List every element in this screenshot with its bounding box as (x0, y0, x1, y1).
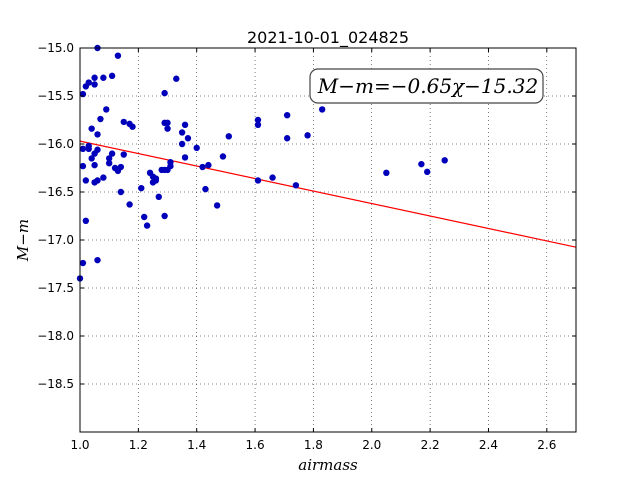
data-point (173, 75, 180, 82)
y-tick-label: −18.0 (37, 329, 74, 343)
x-axis-label: airmass (298, 456, 358, 474)
y-axis-label: M−m (14, 219, 32, 262)
data-point (129, 123, 136, 130)
y-tick-label: −15.0 (37, 41, 74, 55)
x-tick-label: 1.0 (70, 438, 89, 452)
data-point (424, 168, 431, 176)
data-point (143, 222, 151, 229)
data-point (85, 79, 92, 86)
data-point (91, 81, 98, 88)
data-point (181, 121, 189, 128)
x-tick-label: 2.0 (362, 438, 381, 452)
data-point (117, 188, 125, 196)
data-point (167, 162, 174, 170)
data-point (138, 184, 145, 192)
data-point (199, 163, 206, 171)
x-tick-label: 2.6 (537, 438, 556, 452)
data-point (117, 163, 125, 171)
data-point (418, 160, 425, 168)
data-point (114, 52, 122, 59)
data-point (269, 174, 276, 181)
data-point (94, 177, 101, 184)
data-point (126, 201, 133, 208)
x-tick-label: 1.6 (246, 438, 265, 452)
axis-ticks: 1.0 1.2 1.4 1.6 1.8 2.0 2.2 2.4 2.6 −15.0 −15.5 −16… (37, 41, 576, 452)
data-point (283, 135, 291, 142)
data-point (161, 212, 168, 220)
annotation-box (309, 68, 544, 104)
data-point (79, 145, 87, 152)
data-point (105, 155, 113, 162)
data-point (184, 135, 192, 142)
data-point (82, 177, 90, 184)
data-point (254, 177, 262, 184)
y-tick-label: −15.5 (37, 89, 74, 103)
data-point (205, 161, 212, 169)
data-point (164, 119, 171, 127)
data-point (304, 132, 311, 139)
data-point (161, 89, 168, 97)
data-point (100, 174, 107, 181)
data-point (94, 131, 101, 138)
data-point (193, 144, 200, 152)
chart-title: 2021-10-01_024825 (247, 28, 409, 48)
data-point (213, 202, 221, 209)
x-tick-label: 1.8 (304, 438, 323, 452)
data-point (318, 106, 326, 113)
data-point (181, 154, 189, 161)
fit-annotation: M−m=−0.65χ−15.32 (309, 68, 544, 104)
data-point (85, 145, 92, 152)
data-point (383, 169, 390, 176)
data-point (97, 115, 104, 123)
data-point (120, 151, 127, 158)
data-point (140, 213, 148, 221)
data-point (178, 129, 186, 136)
data-point (219, 153, 227, 160)
data-point (108, 150, 116, 157)
data-point (178, 140, 186, 148)
data-point (108, 72, 116, 80)
y-tick-label: −16.0 (37, 137, 74, 151)
data-point (254, 121, 262, 128)
fit-line (79, 140, 577, 248)
scatter-points (76, 44, 448, 282)
data-point (283, 112, 291, 119)
data-point (254, 116, 262, 124)
data-point (91, 74, 98, 81)
data-point (103, 106, 110, 113)
data-point (292, 182, 300, 189)
data-point (202, 185, 209, 193)
data-point (105, 160, 113, 167)
data-point (79, 259, 87, 267)
x-tick-label: 1.2 (129, 438, 148, 452)
data-point (88, 125, 95, 132)
data-point (94, 256, 101, 264)
data-point (100, 74, 107, 81)
y-tick-label: −16.5 (37, 185, 74, 199)
x-tick-label: 2.4 (479, 438, 498, 452)
data-point (152, 175, 160, 182)
grid (79, 47, 576, 432)
data-point (155, 193, 162, 200)
data-point (441, 157, 448, 164)
data-point (79, 162, 87, 170)
data-point (82, 217, 90, 224)
data-point (88, 155, 95, 162)
x-tick-label: 2.2 (421, 438, 440, 452)
y-tick-label: −17.5 (37, 281, 74, 295)
data-point (120, 118, 127, 126)
data-point (94, 146, 101, 153)
data-point (91, 161, 98, 169)
data-point (164, 125, 171, 132)
y-tick-label: −18.5 (37, 377, 74, 391)
x-tick-label: 1.4 (187, 438, 206, 452)
y-tick-label: −17.0 (37, 233, 74, 247)
annotation-text: M−m=−0.65χ−15.32 (317, 74, 538, 98)
data-point (225, 133, 232, 140)
